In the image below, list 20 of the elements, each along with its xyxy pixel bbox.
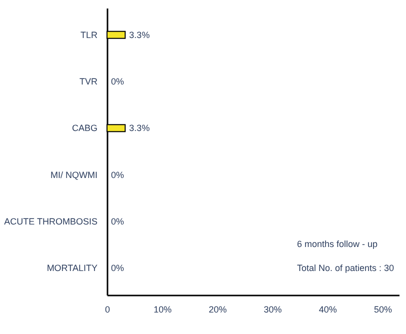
y-tick-label: CABG (72, 123, 98, 134)
x-tick-label: 50% (374, 304, 392, 314)
x-tick-label: 40% (318, 304, 337, 314)
annotation: Total No. of patients : 30 (297, 263, 394, 273)
x-tick-label: 20% (208, 304, 227, 314)
text: 3.3% (129, 123, 150, 134)
text: 0% (111, 263, 124, 274)
y-tick-label: MI/ NQWMI (50, 170, 98, 180)
x-tick-label: 0 (104, 304, 110, 314)
y-tick-label: ACUTE THROMBOSIS (4, 216, 98, 226)
text: 0% (111, 170, 124, 180)
text: 3.3% (129, 30, 150, 40)
y-tick-label: TLR (80, 30, 98, 40)
text: 0% (111, 216, 124, 226)
y-tick-label: TVR (80, 76, 98, 86)
annotation: 6 months follow - up (297, 239, 378, 249)
y-tick-label: MORTALITY (46, 263, 98, 274)
x-tick-label: 10% (154, 304, 172, 314)
x-tick-label: 30% (264, 304, 282, 314)
text: 0% (111, 76, 124, 86)
